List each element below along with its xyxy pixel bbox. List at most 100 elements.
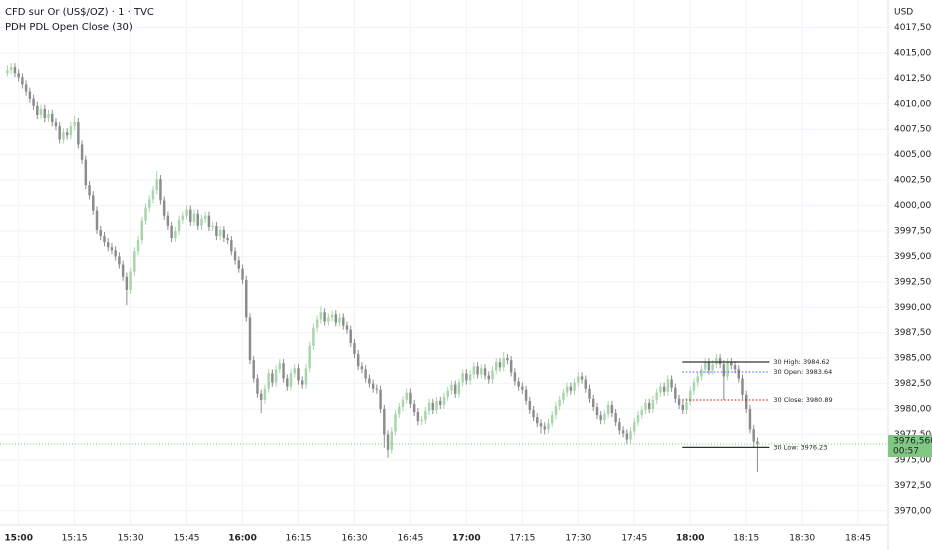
- candle-body: [6, 70, 9, 74]
- candle-body: [289, 373, 293, 387]
- candle-body: [610, 404, 614, 414]
- candle-body: [547, 423, 550, 430]
- y-tick-label: 3972,500: [894, 481, 932, 491]
- candle-body: [472, 366, 476, 375]
- candle-body: [136, 240, 140, 252]
- candle-body: [595, 406, 599, 416]
- candle-body: [17, 73, 20, 78]
- candle-body: [386, 434, 390, 450]
- candle-body: [565, 386, 569, 393]
- y-tick-label: 3997,500: [894, 226, 932, 236]
- candle-body: [741, 378, 744, 395]
- y-tick-label: 4010,000: [894, 99, 932, 109]
- y-tick-label: 4017,500: [894, 23, 932, 33]
- candle-body: [651, 399, 655, 410]
- candle-body: [28, 91, 32, 99]
- candle-body: [222, 229, 226, 239]
- candle-body: [327, 317, 330, 322]
- candle-body: [439, 400, 442, 405]
- candle-body: [379, 389, 382, 410]
- candle-body: [256, 378, 259, 394]
- candle-body: [674, 387, 677, 399]
- candle-body: [420, 420, 423, 422]
- y-tick-label: 3987,500: [894, 328, 932, 338]
- y-tick-label: 3992,500: [894, 277, 932, 287]
- candle-body: [278, 363, 282, 370]
- candle-body: [427, 402, 431, 412]
- candle-body: [543, 426, 546, 430]
- candle-body: [644, 402, 647, 411]
- candle-body: [338, 317, 341, 323]
- x-tick-label: 17:00: [452, 534, 481, 544]
- candle-body: [733, 365, 737, 370]
- candle-body: [502, 358, 505, 368]
- candle-body: [670, 379, 673, 388]
- candle-body: [65, 132, 69, 136]
- candle-body: [662, 386, 666, 392]
- candle-body: [319, 312, 323, 320]
- candle-body: [110, 247, 114, 251]
- candle-body: [718, 358, 722, 365]
- candle-body: [453, 384, 457, 394]
- candle-body: [170, 225, 173, 239]
- x-tick-label: 16:15: [286, 534, 312, 544]
- candle-body: [233, 251, 237, 261]
- candle-body: [614, 413, 617, 423]
- candle-body: [606, 404, 610, 415]
- candle-body: [39, 108, 43, 115]
- candle-body: [577, 376, 580, 383]
- candle-body: [21, 77, 24, 85]
- candle-body: [118, 256, 121, 265]
- candle-body: [304, 368, 308, 385]
- candle-body: [274, 369, 278, 383]
- candle-body: [196, 213, 199, 226]
- candle-body: [394, 414, 397, 432]
- candle-body: [237, 260, 241, 269]
- candle-body: [129, 271, 132, 290]
- candle-body: [633, 422, 636, 432]
- candle-body: [192, 213, 196, 222]
- candle-body: [442, 396, 446, 405]
- candle-body: [730, 362, 733, 366]
- candle-body: [267, 373, 270, 389]
- x-tick-label: 15:00: [4, 534, 33, 544]
- candle-body: [517, 381, 520, 387]
- candle-body: [539, 423, 543, 427]
- candle-body: [189, 209, 192, 222]
- candle-body: [293, 368, 296, 374]
- candle-body: [162, 200, 166, 216]
- candle-body: [435, 400, 438, 411]
- candle-body: [47, 113, 50, 119]
- candle-body: [636, 415, 640, 423]
- candle-body: [114, 250, 117, 257]
- chart-title: CFD sur Or (US$/OZ) · 1 · TVC: [5, 7, 154, 18]
- candle-body: [9, 67, 13, 71]
- candle-body: [621, 430, 625, 434]
- candle-body: [259, 393, 263, 400]
- candle-body: [121, 264, 125, 277]
- candle-body: [756, 441, 759, 445]
- candle-body: [245, 279, 248, 318]
- candle-body: [80, 144, 84, 160]
- x-tick-label: 18:30: [789, 534, 815, 544]
- y-tick-label: 3980,000: [894, 405, 932, 415]
- candle-body: [461, 373, 464, 383]
- candle-body: [390, 431, 393, 450]
- candle-body: [263, 388, 267, 400]
- candle-body: [166, 215, 170, 226]
- candle-body: [528, 400, 532, 411]
- candle-body: [550, 415, 554, 424]
- candle-body: [181, 215, 185, 220]
- candle-body: [450, 384, 453, 391]
- candle-body: [640, 410, 643, 416]
- candle-body: [24, 84, 28, 92]
- candle-body: [177, 219, 181, 231]
- candle-body: [465, 373, 468, 381]
- x-tick-label: 15:30: [118, 534, 144, 544]
- candle-body: [51, 113, 54, 123]
- x-tick-label: 17:45: [621, 534, 647, 544]
- candle-body: [409, 392, 412, 404]
- candle-body: [401, 399, 405, 407]
- candle-body: [536, 417, 539, 424]
- candle-body: [241, 268, 244, 280]
